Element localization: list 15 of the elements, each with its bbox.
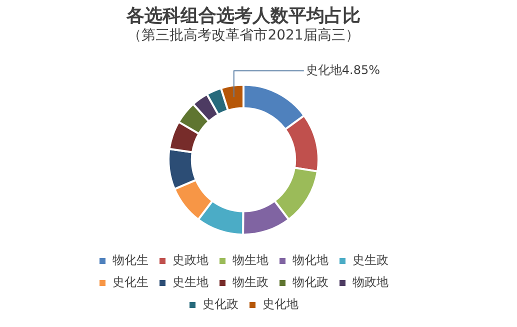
chart-title: 各选科组合选考人数平均占比: [126, 5, 360, 26]
legend-label: 史化政: [202, 297, 238, 312]
legend-label: 物生地: [232, 253, 268, 268]
data-label: 史化地4.85%: [306, 62, 380, 77]
legend-label: 物化地: [292, 253, 328, 268]
chart-subtitle: （第三批高考改革省市2021届高三）: [128, 28, 360, 44]
legend-label: 物生政: [232, 275, 268, 290]
legend-label: 史生政: [352, 253, 388, 268]
legend-label: 史化生: [112, 275, 148, 290]
legend-label: 史生地: [172, 275, 208, 290]
legend-label: 物化政: [292, 275, 328, 290]
legend-label: 物化生: [112, 253, 148, 268]
legend-label: 史政地: [172, 253, 208, 268]
legend-label: 物政地: [352, 275, 388, 290]
legend-label: 史化地: [262, 297, 298, 312]
